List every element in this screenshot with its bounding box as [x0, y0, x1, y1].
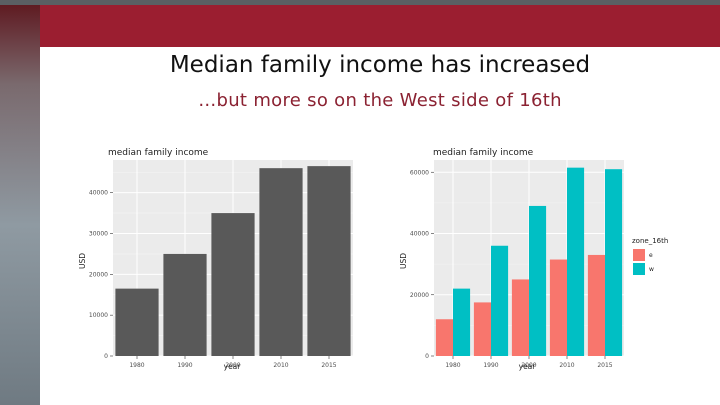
bar-1980 — [115, 288, 159, 356]
bar-e-2000 — [511, 279, 529, 356]
chart-2-legend: zone_16th ew — [632, 237, 668, 275]
bar-e-1990 — [473, 302, 491, 356]
x-tick-label: 2010 — [559, 362, 574, 369]
chart-1-bars — [115, 166, 351, 356]
legend-title: zone_16th — [632, 237, 668, 245]
bar-w-2010 — [567, 167, 585, 356]
chart-1-x-axis-title: year — [224, 362, 242, 371]
x-tick-label: 1990 — [483, 362, 498, 369]
y-tick-label: 20000 — [89, 271, 108, 278]
chart-median-income-by-zone: median family income 0 20000 40000 60000 19… — [396, 143, 684, 373]
bar-e-1980 — [435, 319, 453, 356]
chart-2-x-ticks: 1980 1990 2000 2010 2015 — [445, 356, 613, 369]
y-tick-label: 10000 — [89, 312, 108, 319]
chart-2-y-ticks: 0 20000 40000 60000 — [410, 169, 434, 360]
x-tick-label: 2000 — [521, 362, 536, 369]
bar-w-1980 — [453, 288, 471, 356]
bar-1990 — [163, 253, 207, 356]
bar-w-1990 — [491, 245, 509, 356]
legend-swatch-e — [633, 249, 645, 261]
x-tick-label: 2015 — [321, 362, 336, 369]
y-tick-label: 0 — [425, 353, 429, 360]
chart-2-y-axis-title: USD — [399, 253, 408, 269]
chart-2-bars — [435, 167, 623, 356]
x-tick-label: 2010 — [273, 362, 288, 369]
legend-label-e: e — [649, 252, 653, 259]
chart-1-svg: median family income 0 10000 20000 30000 400… — [78, 148, 353, 371]
bar-e-2010 — [549, 259, 567, 356]
y-tick-label: 40000 — [89, 190, 108, 197]
legend-swatch-w — [633, 263, 645, 275]
x-tick-label: 1980 — [129, 362, 144, 369]
x-tick-label: 2000 — [225, 362, 240, 369]
y-tick-label: 60000 — [410, 169, 429, 176]
chart-median-income-total: median family income 0 10000 20000 30000 400… — [71, 143, 361, 373]
slide-title: Median family income has increased — [169, 52, 591, 78]
chart-2-x-axis-title: year — [519, 362, 537, 371]
header-band — [40, 5, 720, 47]
bar-w-2000 — [529, 205, 547, 356]
legend-label-w: w — [649, 266, 654, 273]
y-tick-label: 0 — [104, 353, 108, 360]
y-tick-label: 40000 — [410, 231, 429, 238]
chart-1-y-axis-title: USD — [78, 253, 87, 269]
bar-e-2015 — [587, 254, 605, 356]
x-tick-label: 1990 — [177, 362, 192, 369]
top-accent-line — [0, 0, 720, 5]
chart-1-y-ticks: 0 10000 20000 30000 40000 — [89, 190, 113, 360]
bar-w-2015 — [605, 169, 623, 356]
chart-2-svg: median family income 0 20000 40000 60000 19… — [399, 148, 668, 371]
chart-2-title: median family income — [433, 148, 534, 158]
x-tick-label: 2015 — [597, 362, 612, 369]
x-tick-label: 1980 — [445, 362, 460, 369]
y-tick-label: 20000 — [410, 292, 429, 299]
slide-subtitle: …but more so on the West side of 16th — [198, 90, 562, 111]
bar-2000 — [211, 213, 255, 356]
bar-2010 — [259, 168, 303, 356]
bar-2015 — [307, 166, 351, 356]
y-tick-label: 30000 — [89, 231, 108, 238]
left-decorative-bar — [0, 5, 40, 405]
chart-1-x-ticks: 1980 1990 2000 2010 2015 — [129, 356, 337, 369]
chart-1-title: median family income — [108, 148, 209, 158]
